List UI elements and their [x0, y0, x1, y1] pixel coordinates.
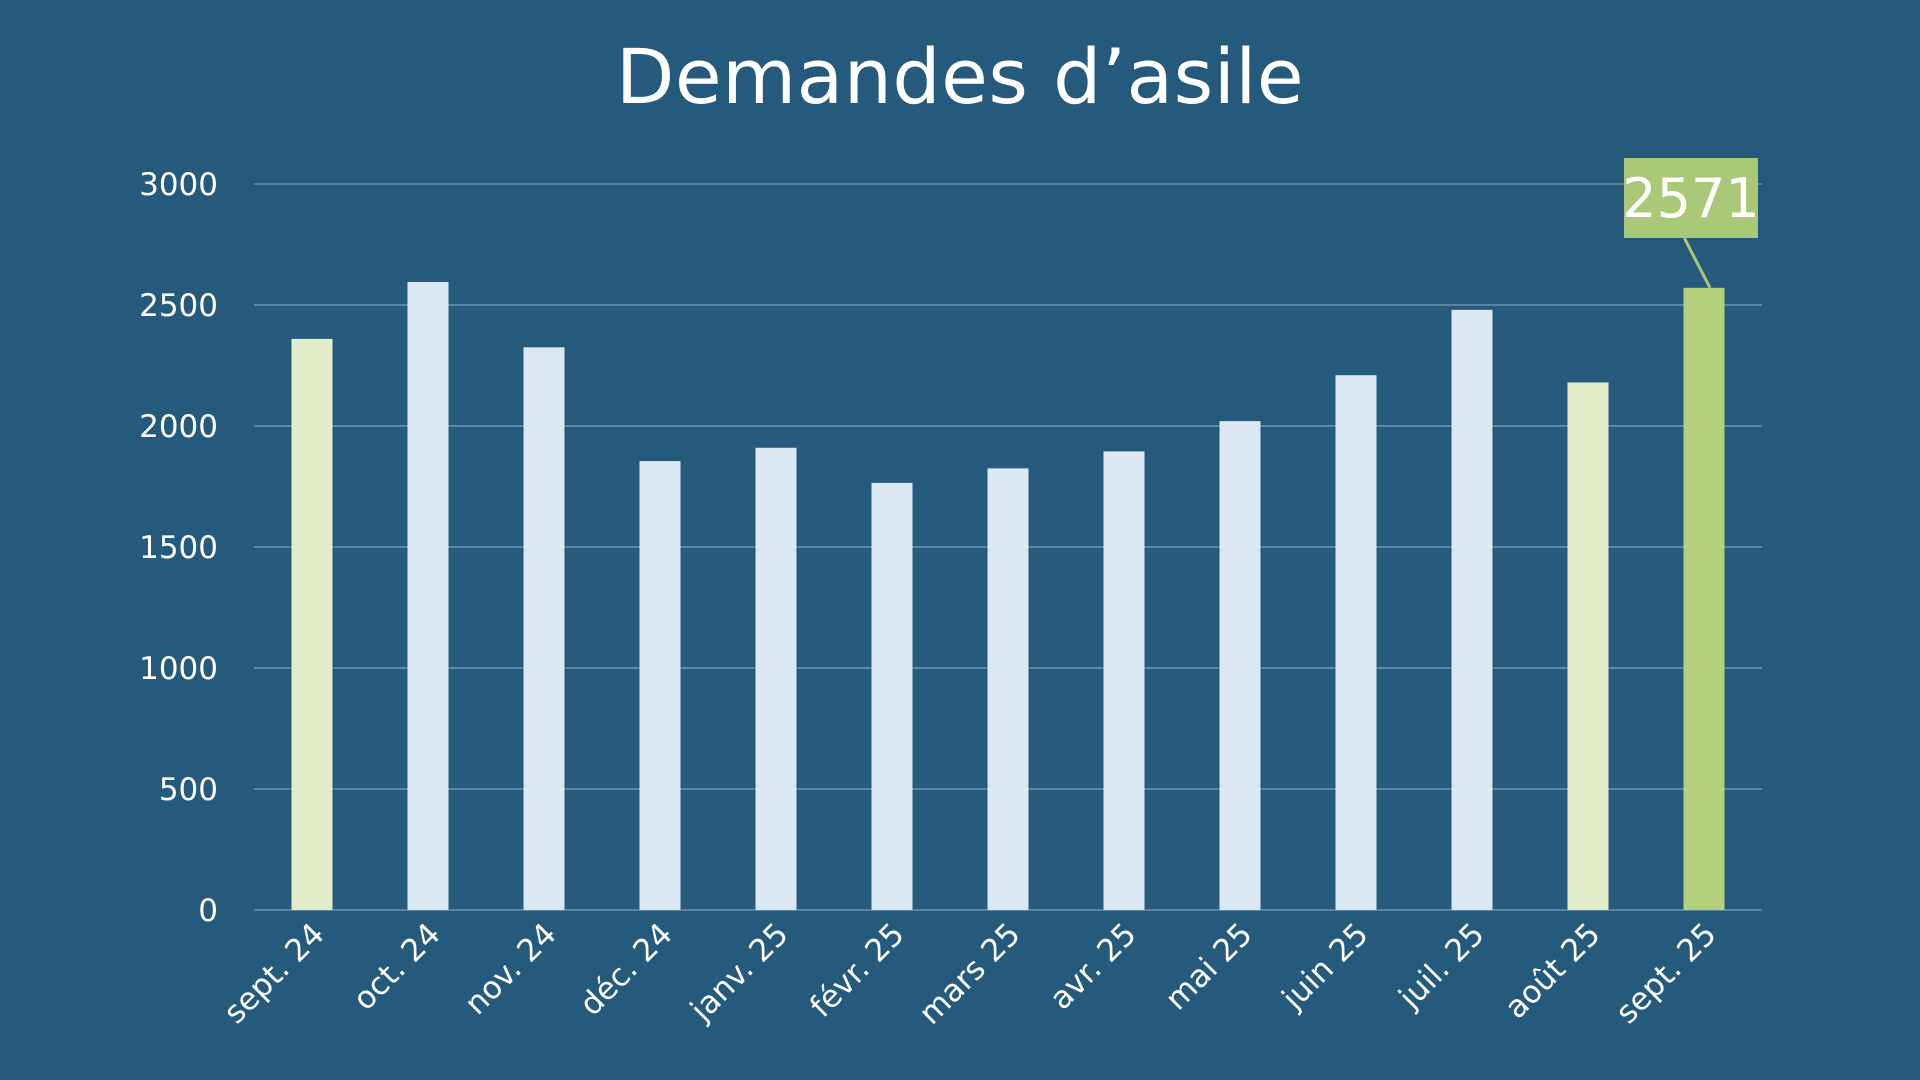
callout-value: 2571: [1622, 167, 1759, 230]
x-tick-label: juin 25: [1275, 916, 1376, 1017]
y-tick-label: 3000: [139, 167, 218, 203]
value-callout: 2571: [1622, 158, 1760, 289]
bars: [291, 282, 1725, 911]
y-tick-label: 2500: [139, 288, 218, 324]
bar-mai-25: [1219, 421, 1261, 910]
bar-sept-24: [291, 338, 333, 910]
bar-ao-t-25: [1567, 382, 1609, 910]
y-axis-ticks: 0 500 1000 1500 2000 2500 3000: [139, 167, 218, 929]
callout-leader-line: [1682, 237, 1712, 289]
x-axis-labels: sept. 24 oct. 24 nov. 24 déc. 24 janv. 25 fév…: [217, 916, 1724, 1032]
bar-mars-25: [987, 468, 1029, 910]
bar-sept-25: [1683, 287, 1725, 910]
x-tick-label: juil. 25: [1392, 916, 1492, 1016]
bar-oct-24: [407, 282, 449, 910]
y-tick-label: 500: [159, 772, 218, 808]
chart-title: Demandes d’asile: [615, 32, 1305, 121]
bar-avr-25: [1103, 451, 1145, 910]
x-tick-label: sept. 24: [217, 916, 332, 1031]
y-tick-label: 0: [198, 893, 218, 929]
y-tick-label: 1000: [139, 651, 218, 687]
y-tick-label: 1500: [139, 530, 218, 566]
bar-d-c-24: [639, 461, 681, 910]
bar-f-vr-25: [871, 482, 913, 910]
bar-juil-25: [1451, 309, 1493, 911]
x-tick-label: sept. 25: [1609, 916, 1724, 1031]
x-tick-label: oct. 24: [346, 916, 447, 1017]
x-tick-label: avr. 25: [1043, 916, 1144, 1017]
x-tick-label: nov. 24: [458, 916, 564, 1022]
x-tick-label: janv. 25: [683, 916, 796, 1029]
bar-juin-25: [1335, 375, 1377, 910]
bar-nov-24: [523, 347, 565, 911]
x-tick-label: mars 25: [912, 916, 1028, 1032]
x-tick-label: févr. 25: [803, 916, 911, 1024]
callout-box: [1624, 158, 1758, 238]
x-tick-label: déc. 24: [573, 916, 680, 1023]
x-tick-label: août 25: [1498, 916, 1608, 1026]
bar-janv-25: [755, 447, 797, 910]
y-tick-label: 2000: [139, 409, 218, 445]
x-tick-label: mai 25: [1158, 916, 1259, 1017]
